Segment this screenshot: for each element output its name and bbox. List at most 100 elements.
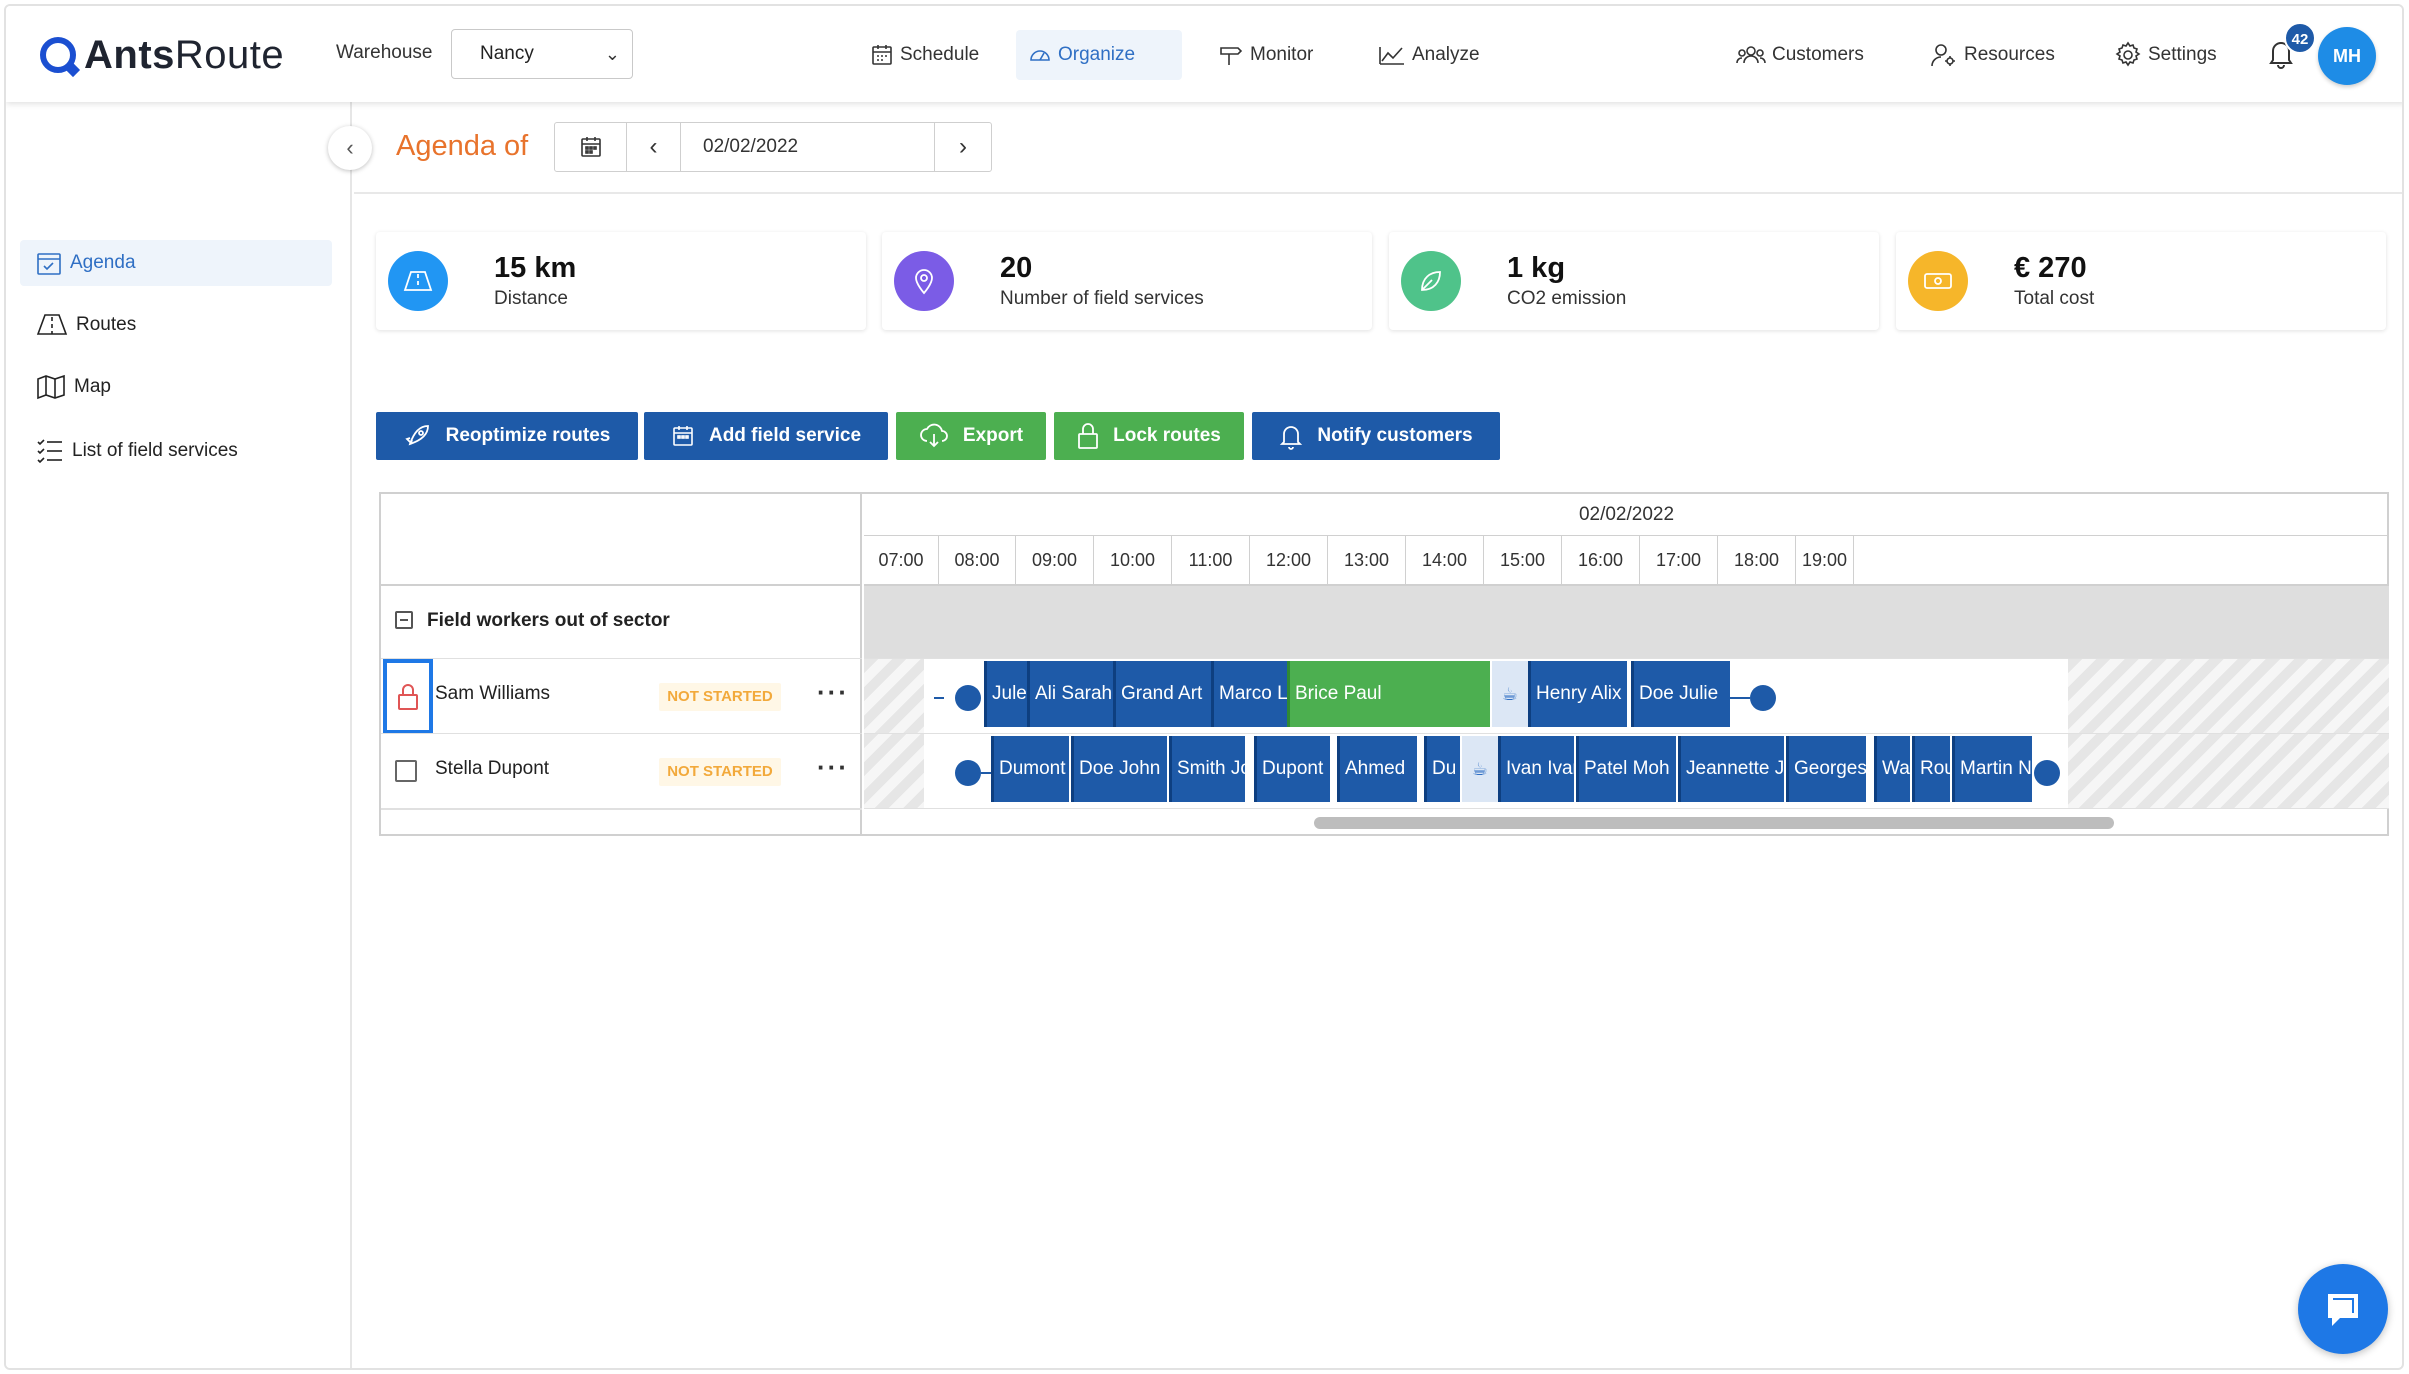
route-line [1730, 697, 1750, 699]
more-options-icon[interactable]: ··· [817, 752, 849, 782]
nav-customers[interactable]: Customers [1724, 30, 1876, 80]
hour-label: 11:00 [1172, 536, 1250, 584]
date-picker-button[interactable] [555, 123, 627, 171]
users-icon [1736, 46, 1766, 64]
prev-day-button[interactable]: ‹ [627, 123, 681, 171]
app-frame: AntsRoute Warehouse Nancy ⌄ Schedule Org… [4, 4, 2404, 1370]
gear-icon [2115, 41, 2141, 67]
kpi-label: Total cost [2014, 288, 2095, 309]
notify-customers-button[interactable]: Notify customers [1252, 412, 1500, 460]
user-gear-icon [1931, 44, 1955, 67]
off-hours [2068, 659, 2389, 733]
road-icon [36, 314, 68, 335]
task-block[interactable]: Doe John [1071, 736, 1167, 802]
task-block[interactable]: Du [1424, 736, 1460, 802]
lane-stella-dupont: Dumont Doe John Smith Jo Dupont Ahmed Du… [864, 733, 2389, 808]
task-block[interactable]: Ivan Ivan [1498, 736, 1574, 802]
worker-row-sam-williams[interactable]: Sam Williams NOT STARTED ··· [381, 658, 862, 734]
timeline: 02/02/2022 07:00 08:00 09:00 10:00 11:00 12:0… [864, 494, 2389, 834]
route-start-point[interactable] [955, 685, 981, 711]
sidebar-item-agenda[interactable]: Agenda [20, 240, 332, 286]
break-block[interactable]: ☕ [1492, 661, 1528, 727]
calendar-icon [673, 426, 693, 446]
cloud-download-icon [920, 423, 948, 448]
task-block[interactable]: Marco L [1211, 661, 1287, 727]
chevron-right-icon: › [959, 133, 967, 160]
task-block[interactable]: Jeannette J [1678, 736, 1784, 802]
worker-row-stella-dupont[interactable]: Stella Dupont NOT STARTED ··· [381, 733, 862, 808]
kpi-label: CO2 emission [1507, 288, 1627, 309]
group-label: Field workers out of sector [427, 610, 670, 631]
off-hours [864, 734, 924, 808]
nav-analyze[interactable]: Analyze [1366, 30, 1492, 80]
task-block[interactable]: Jule [984, 661, 1027, 727]
task-block[interactable]: Martin N [1952, 736, 2032, 802]
task-block[interactable]: Dupont [1254, 736, 1330, 802]
sidebar-item-field-services[interactable]: List of field services [20, 428, 332, 474]
nav-customers-label: Customers [1772, 44, 1864, 65]
kpi-icon-bg [1401, 251, 1461, 311]
task-block[interactable]: Wa [1874, 736, 1910, 802]
sidebar-item-routes[interactable]: Routes [20, 302, 332, 348]
route-line [934, 697, 944, 699]
hour-label: 16:00 [1562, 536, 1640, 584]
group-row[interactable]: Field workers out of sector [381, 584, 862, 658]
task-block[interactable]: Rou [1912, 736, 1950, 802]
nav-resources-label: Resources [1964, 44, 2055, 65]
nav-settings[interactable]: Settings [2102, 30, 2229, 80]
add-field-service-button[interactable]: Add field service [644, 412, 888, 460]
task-block[interactable]: Dumont [991, 736, 1069, 802]
lock-routes-button[interactable]: Lock routes [1054, 412, 1244, 460]
export-button[interactable]: Export [896, 412, 1046, 460]
next-day-button[interactable]: › [935, 123, 991, 171]
date-input[interactable]: 02/02/2022 [681, 123, 935, 171]
sidebar-item-map[interactable]: Map [20, 364, 332, 410]
break-block[interactable]: ☕ [1462, 736, 1498, 802]
nav-monitor-label: Monitor [1250, 44, 1314, 65]
logo[interactable]: AntsRoute [40, 32, 284, 78]
date-navigator: ‹ 02/02/2022 › [554, 122, 992, 172]
horizontal-scrollbar[interactable] [864, 808, 2389, 834]
task-block[interactable]: Doe Julie [1631, 661, 1730, 727]
warehouse-select[interactable]: Nancy ⌄ [451, 29, 633, 79]
route-lock-toggle[interactable] [383, 659, 433, 734]
task-block[interactable]: Smith Jo [1169, 736, 1245, 802]
sidebar: Agenda Routes Map List of field services [6, 102, 352, 1368]
worker-checkbox[interactable] [395, 760, 417, 782]
task-block-in-progress[interactable]: Brice Paul [1287, 661, 1490, 727]
collapse-group-icon[interactable] [395, 611, 413, 629]
collapse-sidebar-button[interactable]: ‹ [328, 126, 372, 170]
route-end-point[interactable] [2034, 760, 2060, 786]
nav-resources[interactable]: Resources [1918, 30, 2067, 80]
reoptimize-routes-button[interactable]: Reoptimize routes [376, 412, 638, 460]
chart-icon [1379, 47, 1404, 65]
kpi-cost: € 270 Total cost [1896, 232, 2386, 330]
hour-label: 14:00 [1406, 536, 1484, 584]
worker-name: Stella Dupont [435, 758, 550, 779]
route-start-point[interactable] [955, 760, 981, 786]
avatar[interactable]: MH [2318, 27, 2376, 85]
kpi-label: Distance [494, 288, 568, 309]
more-options-icon[interactable]: ··· [817, 677, 849, 707]
scrollbar-thumb[interactable] [1314, 817, 2114, 829]
gauge-icon [1030, 50, 1050, 61]
task-block[interactable]: Ahmed [1337, 736, 1417, 802]
route-end-point[interactable] [1750, 685, 1776, 711]
task-block[interactable]: Henry Alix [1528, 661, 1627, 727]
chat-button[interactable] [2298, 1264, 2388, 1354]
nav-monitor[interactable]: Monitor [1206, 30, 1325, 80]
button-label: Reoptimize routes [445, 425, 611, 446]
nav-organize[interactable]: Organize [1016, 30, 1182, 80]
sidebar-item-label: Agenda [70, 252, 136, 273]
task-block[interactable]: Grand Art [1113, 661, 1211, 727]
task-block[interactable]: Patel Moh [1576, 736, 1676, 802]
off-hours [864, 659, 924, 733]
agenda-title: Agenda of [396, 130, 529, 162]
calendar-icon [872, 45, 892, 65]
task-block[interactable]: Georges [1786, 736, 1866, 802]
task-block[interactable]: Ali Sarah [1027, 661, 1113, 727]
hour-label: 12:00 [1250, 536, 1328, 584]
nav-schedule[interactable]: Schedule [858, 30, 991, 80]
chevron-down-icon: ⌄ [604, 44, 620, 64]
map-pin-icon [915, 269, 933, 295]
